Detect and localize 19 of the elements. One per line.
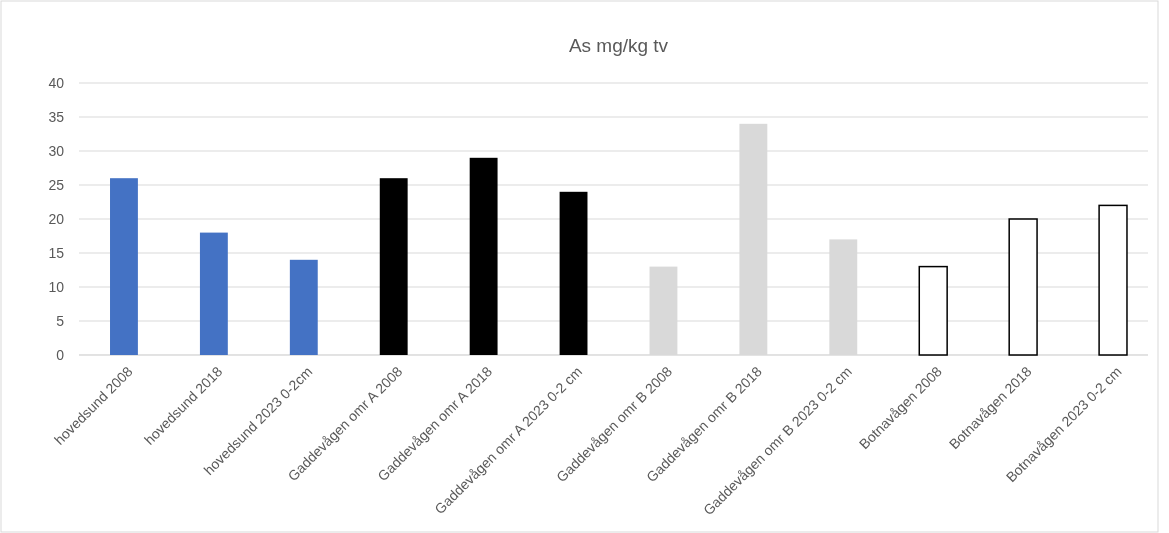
bar [379,178,408,355]
bar [1098,204,1128,356]
y-tick-label: 5 [56,312,65,329]
bar [110,178,138,355]
y-tick-label: 15 [48,244,65,261]
y-tick-label: 35 [48,108,65,125]
y-tick-label: 40 [48,74,65,91]
y-tick-label: 0 [56,346,65,363]
bar [469,157,498,355]
bar [1008,218,1038,356]
bar [289,259,318,355]
bar [559,191,588,355]
bar [918,265,948,356]
y-tick-label: 25 [48,176,65,193]
y-tick-label: 10 [48,278,65,295]
y-tick-label: 20 [48,210,65,227]
y-tick-label: 30 [48,142,65,159]
bar [199,232,228,355]
chart-title: As mg/kg tv [568,35,669,56]
